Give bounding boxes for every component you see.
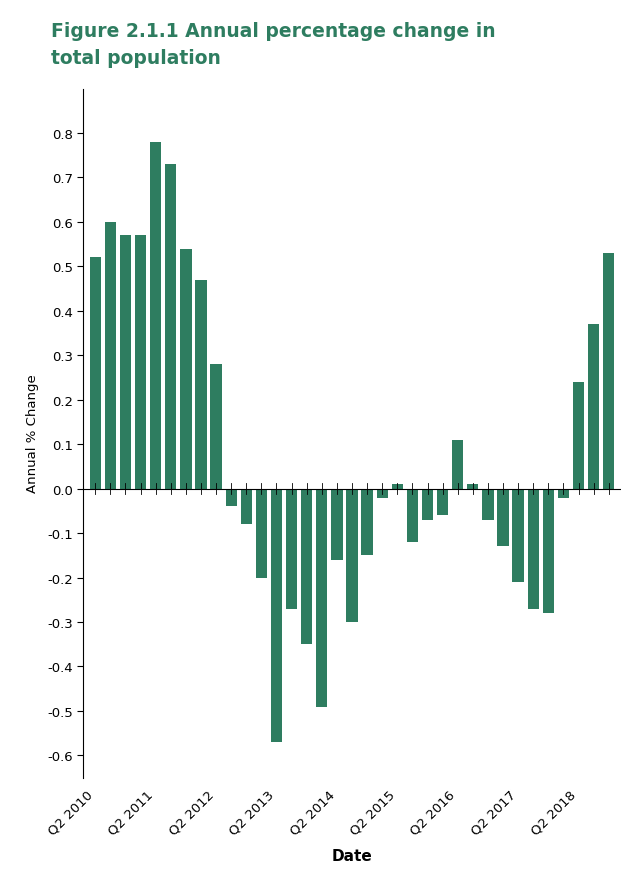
- Bar: [588, 325, 599, 489]
- Y-axis label: Annual % Change: Annual % Change: [26, 375, 38, 493]
- Bar: [195, 281, 207, 489]
- Bar: [392, 485, 403, 489]
- Bar: [271, 489, 282, 742]
- Bar: [256, 489, 267, 578]
- Bar: [603, 254, 614, 489]
- Bar: [286, 489, 297, 609]
- Bar: [105, 223, 116, 489]
- Bar: [513, 489, 524, 582]
- Bar: [90, 258, 101, 489]
- Bar: [150, 143, 161, 489]
- Bar: [225, 489, 237, 507]
- X-axis label: Date: Date: [332, 848, 372, 863]
- Bar: [467, 485, 479, 489]
- Bar: [165, 164, 177, 489]
- Bar: [422, 489, 433, 520]
- Bar: [211, 365, 221, 489]
- Bar: [135, 236, 147, 489]
- Bar: [483, 489, 493, 520]
- Bar: [332, 489, 342, 561]
- Bar: [557, 489, 569, 498]
- Bar: [316, 489, 328, 707]
- Bar: [301, 489, 312, 645]
- Text: Figure 2.1.1 Annual percentage change in: Figure 2.1.1 Annual percentage change in: [51, 22, 496, 41]
- Bar: [527, 489, 539, 609]
- Text: total population: total population: [51, 49, 221, 68]
- Bar: [452, 440, 463, 489]
- Bar: [120, 236, 131, 489]
- Bar: [497, 489, 509, 547]
- Bar: [543, 489, 554, 613]
- Bar: [241, 489, 252, 525]
- Bar: [407, 489, 418, 543]
- Bar: [346, 489, 358, 622]
- Bar: [376, 489, 388, 498]
- Bar: [437, 489, 448, 516]
- Bar: [362, 489, 372, 556]
- Bar: [180, 249, 191, 489]
- Bar: [573, 383, 584, 489]
